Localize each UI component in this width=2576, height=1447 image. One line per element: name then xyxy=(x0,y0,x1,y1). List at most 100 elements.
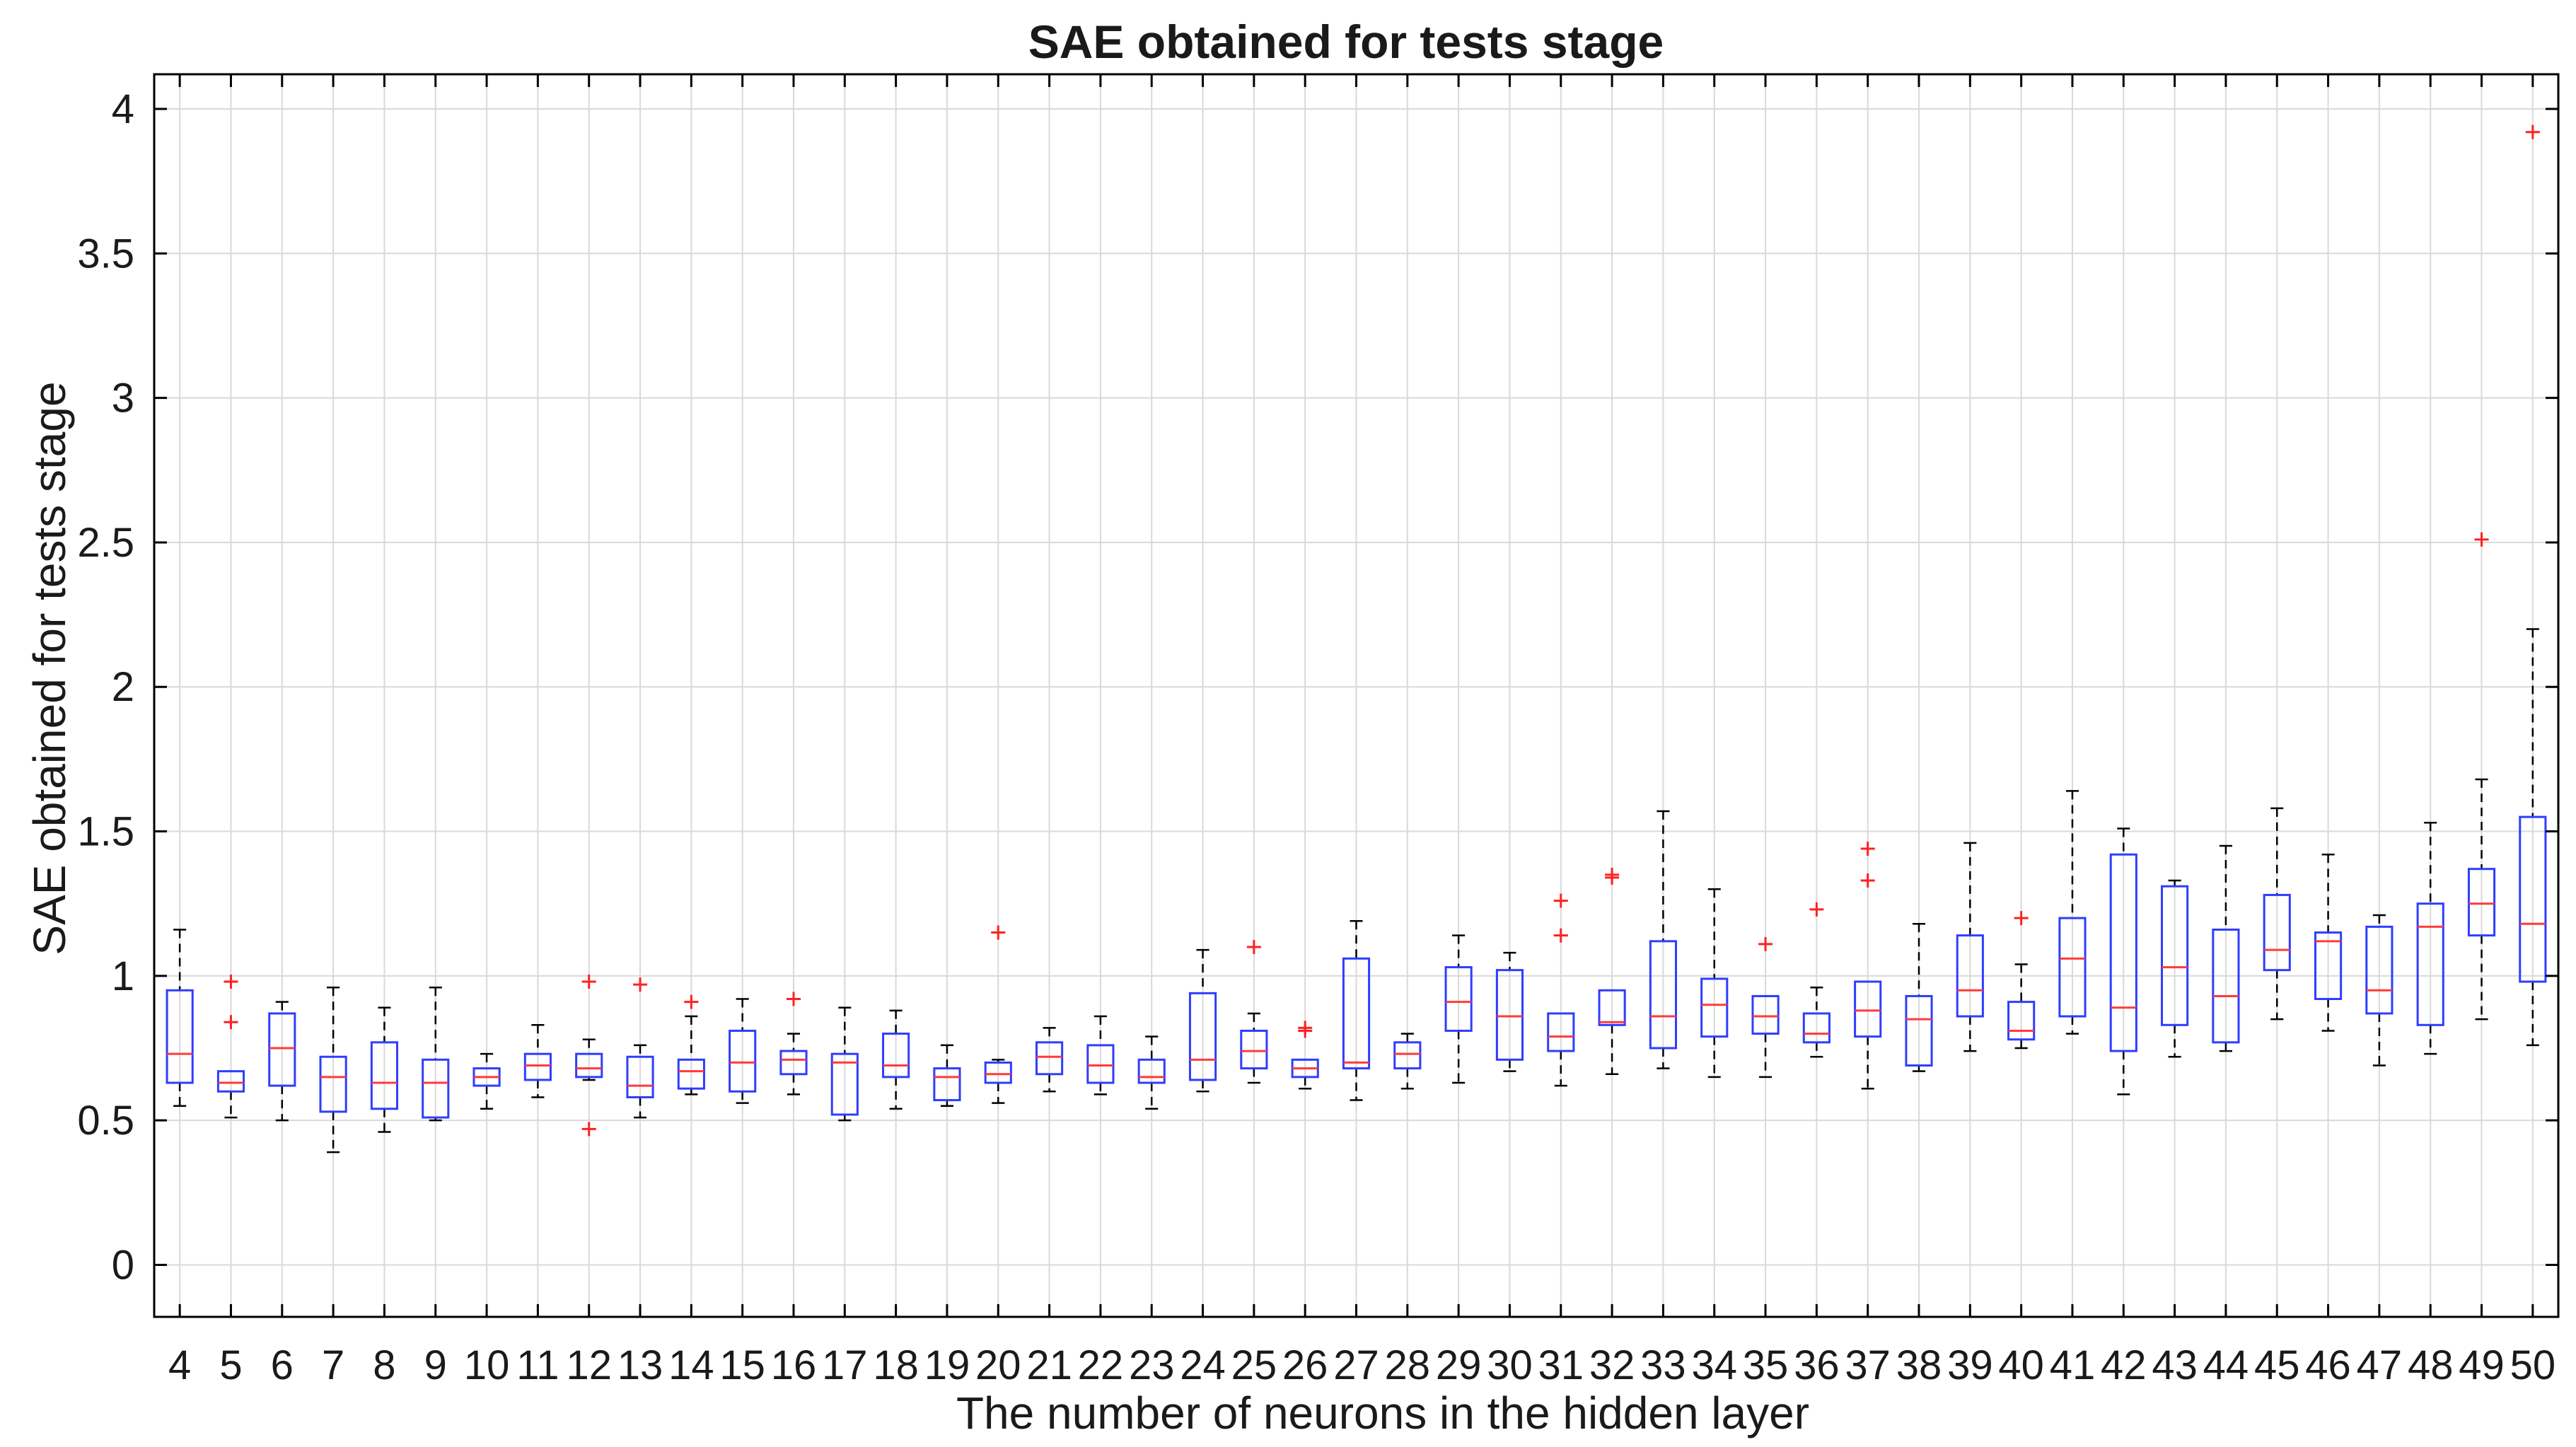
iqr-box xyxy=(933,1067,961,1102)
iqr-box xyxy=(1547,1012,1575,1052)
outlier-marker xyxy=(581,975,596,989)
x-tick-label: 50 xyxy=(2510,1342,2556,1388)
x-tick-label: 41 xyxy=(2050,1342,2096,1388)
box-20 xyxy=(984,925,1012,1104)
outlier-marker xyxy=(1860,842,1875,856)
x-tick-label: 42 xyxy=(2101,1342,2147,1388)
x-tick-label: 47 xyxy=(2357,1342,2403,1388)
iqr-box xyxy=(984,1061,1012,1084)
box-34 xyxy=(1700,888,1729,1079)
box-45 xyxy=(2263,807,2291,1021)
box-50 xyxy=(2519,124,2547,1047)
box-44 xyxy=(2212,844,2240,1052)
iqr-box xyxy=(166,989,194,1084)
outlier-marker xyxy=(224,975,238,989)
x-tick-label: 35 xyxy=(1743,1342,1789,1388)
iqr-box xyxy=(1854,980,1882,1038)
box-42 xyxy=(2109,827,2137,1096)
iqr-box xyxy=(1956,934,1984,1018)
outlier-marker xyxy=(991,925,1006,940)
y-tick-label: 0.5 xyxy=(77,1098,134,1144)
x-tick-label: 48 xyxy=(2408,1342,2454,1388)
box-10 xyxy=(472,1052,501,1110)
outlier-marker xyxy=(2474,532,2489,547)
x-tick-label: 45 xyxy=(2254,1342,2300,1388)
x-tick-label: 33 xyxy=(1640,1342,1686,1388)
iqr-box xyxy=(2314,931,2343,1001)
box-11 xyxy=(523,1024,552,1098)
box-27 xyxy=(1342,919,1371,1101)
box-22 xyxy=(1086,1015,1115,1096)
x-tick-label: 12 xyxy=(566,1342,612,1388)
box-28 xyxy=(1393,1033,1422,1090)
x-tick-label: 8 xyxy=(373,1342,395,1388)
x-tick-label: 36 xyxy=(1794,1342,1840,1388)
box-7 xyxy=(319,986,347,1153)
iqr-box xyxy=(2007,1001,2036,1041)
iqr-box xyxy=(882,1033,910,1079)
x-tick-label: 16 xyxy=(771,1342,817,1388)
iqr-box xyxy=(2519,815,2547,983)
box-12 xyxy=(575,975,603,1137)
box-37 xyxy=(1854,842,1882,1090)
iqr-box xyxy=(729,1029,757,1093)
x-tick-label: 5 xyxy=(219,1342,242,1388)
x-tick-label: 13 xyxy=(617,1342,663,1388)
x-tick-label: 29 xyxy=(1436,1342,1482,1388)
x-tick-label: 32 xyxy=(1589,1342,1635,1388)
x-tick-label: 26 xyxy=(1282,1342,1328,1388)
y-tick-label: 1 xyxy=(112,953,134,999)
box-35 xyxy=(1751,936,1780,1079)
x-tick-label: 25 xyxy=(1231,1342,1277,1388)
iqr-box xyxy=(1598,989,1626,1026)
box-15 xyxy=(729,998,757,1104)
outlier-marker xyxy=(684,994,699,1009)
x-tick-label: 37 xyxy=(1845,1342,1891,1388)
x-tick-label: 44 xyxy=(2203,1342,2249,1388)
outlier-marker xyxy=(1298,1021,1313,1035)
outlier-marker xyxy=(633,977,648,992)
iqr-box xyxy=(1802,1012,1831,1044)
x-tick-label: 23 xyxy=(1129,1342,1175,1388)
x-tick-label: 22 xyxy=(1078,1342,1124,1388)
box-6 xyxy=(268,1001,296,1122)
y-tick-label: 3 xyxy=(112,376,134,422)
box-9 xyxy=(422,986,450,1122)
x-tick-label: 27 xyxy=(1333,1342,1379,1388)
box-5 xyxy=(216,975,245,1119)
box-25 xyxy=(1240,939,1268,1084)
iqr-box xyxy=(830,1052,859,1116)
iqr-box xyxy=(1649,940,1677,1050)
iqr-box xyxy=(2161,885,2189,1026)
iqr-box xyxy=(1137,1058,1166,1084)
box-24 xyxy=(1188,948,1217,1093)
box-30 xyxy=(1495,951,1524,1072)
box-46 xyxy=(2314,853,2343,1032)
outlier-marker xyxy=(1246,939,1261,954)
box-43 xyxy=(2161,879,2189,1058)
iqr-box xyxy=(1444,966,1473,1032)
box-19 xyxy=(933,1044,961,1107)
box-23 xyxy=(1137,1035,1166,1110)
box-48 xyxy=(2416,822,2444,1055)
box-26 xyxy=(1291,1021,1319,1090)
iqr-box xyxy=(1905,994,1933,1067)
y-tick-label: 2 xyxy=(112,664,134,710)
chart-title: SAE obtained for tests stage xyxy=(1028,16,1664,68)
x-tick-label: 39 xyxy=(1947,1342,1993,1388)
x-tick-label: 11 xyxy=(516,1342,559,1388)
iqr-box xyxy=(2416,902,2444,1026)
box-17 xyxy=(830,1006,859,1122)
x-tick-label: 15 xyxy=(719,1342,765,1388)
box-4 xyxy=(166,929,194,1107)
box-21 xyxy=(1035,1027,1064,1093)
box-13 xyxy=(626,977,654,1119)
x-tick-label: 7 xyxy=(322,1342,344,1388)
iqr-box xyxy=(2263,893,2291,972)
y-axis-label: SAE obtained for tests stage xyxy=(24,381,75,955)
outlier-marker xyxy=(1553,928,1568,943)
iqr-box xyxy=(2058,917,2087,1018)
y-tick-label: 1.5 xyxy=(77,809,134,855)
box-18 xyxy=(882,1009,910,1110)
